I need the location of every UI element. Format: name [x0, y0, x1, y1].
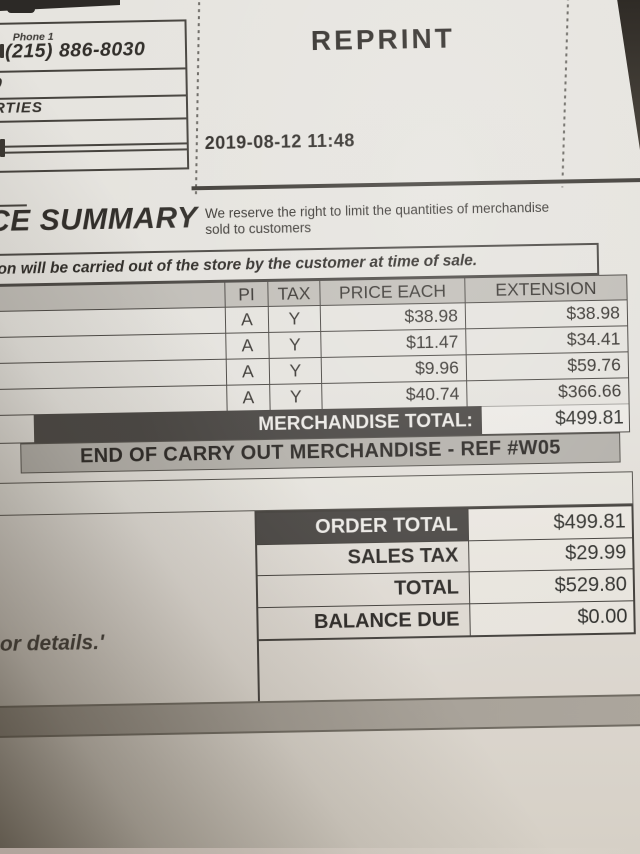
phone-number: (215) 886-8030 [4, 38, 146, 63]
timestamp: 2019-08-12 11:48 [204, 130, 356, 154]
item-tax: Y [270, 383, 323, 411]
phone-box-divider [0, 67, 186, 73]
item-pi: A [227, 384, 271, 412]
item-tax: Y [268, 305, 322, 333]
item-extension: $38.98 [465, 300, 629, 330]
totals-table-left-border-extension [256, 637, 261, 702]
perforation-line-right [561, 0, 570, 188]
item-price: $40.74 [322, 381, 468, 410]
footnote-partial-text: or details.' [0, 630, 105, 656]
phone-box-divider [0, 142, 187, 148]
item-pi: A [225, 306, 270, 334]
col-header-extension: EXTENSION [465, 275, 628, 304]
address-partial-2: RTIES [0, 99, 44, 117]
item-pi: A [226, 358, 271, 386]
reprint-title: REPRINT [310, 22, 456, 57]
item-price: $9.96 [321, 355, 468, 384]
order-total-value: $499.81 [468, 506, 633, 541]
col-header-price-each: PRICE EACH [320, 278, 466, 306]
col-header-tax: TAX [268, 280, 321, 307]
perforation-line-left [194, 2, 201, 195]
total-value: $529.80 [469, 569, 634, 604]
item-extension: $59.76 [466, 352, 630, 382]
item-tax: Y [269, 357, 323, 385]
order-total-label: ORDER TOTAL [256, 509, 470, 545]
phone-box-divider [0, 148, 187, 154]
balance-due-label: BALANCE DUE [258, 603, 471, 640]
balance-due-value: $0.00 [470, 600, 634, 636]
photo-edge-tab [7, 0, 35, 13]
item-tax: Y [269, 331, 322, 359]
item-pi: A [226, 332, 270, 360]
item-extension: $34.41 [466, 326, 629, 356]
address-partial-1: 9 [0, 74, 3, 92]
total-label: TOTAL [257, 572, 471, 608]
cutoff-text-mark [0, 139, 5, 157]
carryout-notice-text: tion will be carried out of the store by… [0, 252, 478, 279]
items-table: PI TAX PRICE EACH EXTENSION A Y $38.98 $… [0, 274, 630, 417]
summary-title: CE SUMMARY [0, 201, 198, 239]
merchandise-total-value: $499.81 [481, 403, 631, 436]
phone-box-divider [0, 117, 187, 123]
photo-bottom-edge [0, 848, 640, 854]
col-header-pi: PI [225, 281, 269, 308]
sales-tax-label: SALES TAX [257, 540, 470, 577]
divider-band [0, 693, 640, 739]
sales-tax-value: $29.99 [469, 537, 633, 573]
cutoff-text-mark [0, 44, 4, 58]
item-price: $38.98 [320, 303, 467, 332]
totals-table: ORDER TOTAL $499.81 SALES TAX $29.99 TOT… [254, 504, 636, 642]
section-double-rule [191, 177, 640, 191]
phone-address-box: Phone 1 (215) 886-8030 9 RTIES [0, 19, 190, 174]
item-price: $11.47 [321, 329, 467, 358]
disclaimer-text: We reserve the right to limit the quanti… [205, 199, 596, 237]
merchandise-total-left-sliver [0, 414, 36, 445]
